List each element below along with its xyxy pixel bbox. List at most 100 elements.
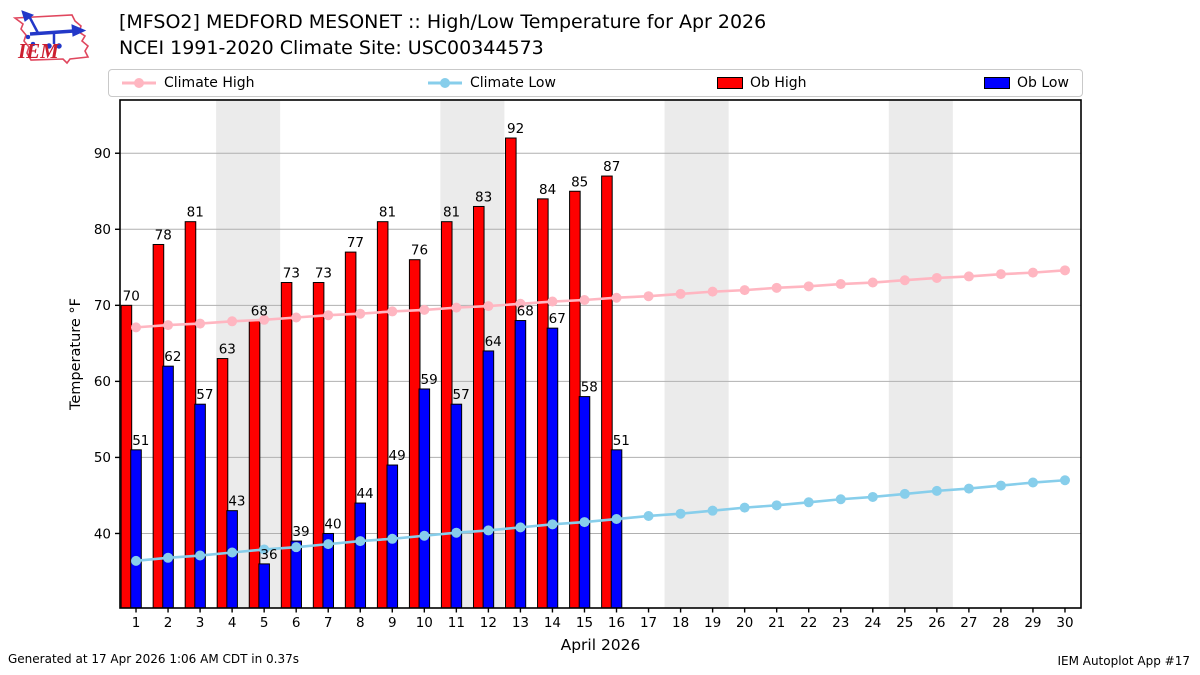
ob-low-bar — [194, 403, 206, 609]
x-tick-label: 12 — [480, 615, 497, 631]
climate-high-marker — [547, 296, 558, 307]
legend-label: Ob Low — [1017, 75, 1069, 91]
y-tick-label: 50 — [94, 450, 111, 466]
ob-high-label: 85 — [571, 174, 588, 190]
ob-low-swatch-icon — [984, 77, 1010, 89]
legend-item-ob-low: Ob Low — [984, 70, 1069, 96]
climate-low-marker — [1027, 477, 1038, 488]
climate-low-marker — [611, 514, 622, 525]
climate-high-marker — [963, 271, 974, 282]
ob-high-label: 77 — [347, 235, 364, 251]
legend-label: Ob High — [750, 75, 807, 91]
climate-low-marker — [131, 555, 142, 566]
climate-low-marker — [931, 485, 942, 496]
climate-low-marker — [1059, 475, 1070, 486]
ob-high-label: 70 — [123, 288, 140, 304]
x-tick-label: 16 — [608, 615, 625, 631]
x-tick-label: 26 — [928, 615, 945, 631]
climate-high-marker — [899, 275, 910, 286]
ob-high-bar — [408, 259, 421, 609]
ob-high-bar — [569, 190, 581, 609]
x-tick-label: 9 — [388, 615, 397, 631]
ob-low-bar — [610, 449, 623, 609]
legend-item-ob-high: Ob High — [717, 70, 807, 96]
climate-low-marker — [195, 550, 206, 561]
ob-high-label: 76 — [411, 243, 428, 259]
ob-low-bar — [546, 327, 559, 609]
climate-low-marker — [803, 497, 814, 508]
climate-low-marker — [387, 533, 398, 544]
ob-high-bar — [312, 282, 325, 609]
climate-high-marker — [611, 292, 622, 303]
ob-low-label: 62 — [164, 349, 181, 365]
climate-high-marker — [739, 285, 750, 296]
y-tick-label: 90 — [94, 146, 111, 162]
climate-high-marker — [579, 295, 590, 306]
x-tick-label: 7 — [324, 615, 333, 631]
x-tick-label: 24 — [864, 615, 881, 631]
ob-low-label: 51 — [132, 433, 149, 449]
x-tick-label: 11 — [448, 615, 465, 631]
header: [MFSO2] MEDFORD MESONET :: High/Low Temp… — [119, 9, 766, 61]
ob-low-bar — [482, 350, 495, 609]
ob-high-label: 81 — [379, 205, 396, 221]
ob-low-bar — [450, 403, 463, 609]
ob-high-label: 83 — [475, 189, 492, 205]
x-axis-title: April 2026 — [561, 636, 641, 654]
y-tick-label: 40 — [94, 526, 111, 542]
ob-high-label: 73 — [315, 266, 332, 282]
ob-low-label: 59 — [421, 372, 438, 388]
weekend-band — [664, 100, 729, 608]
ob-low-label: 40 — [324, 516, 341, 532]
climate-high-marker — [995, 269, 1006, 280]
climate-low-marker — [835, 494, 846, 505]
ob-high-bar — [505, 137, 517, 609]
x-tick-label: 18 — [672, 615, 689, 631]
climate-high-marker — [643, 291, 654, 302]
climate-high-marker — [867, 277, 878, 288]
climate-high-marker — [483, 301, 494, 312]
x-tick-label: 21 — [768, 615, 785, 631]
ob-low-label: 49 — [388, 448, 405, 464]
climate-high-marker — [323, 310, 334, 321]
x-tick-label: 23 — [832, 615, 849, 631]
ob-high-bar — [184, 221, 197, 609]
ob-low-label: 68 — [517, 304, 534, 320]
ob-low-label: 51 — [613, 433, 630, 449]
climate-low-marker — [899, 488, 910, 499]
footer-app-text: IEM Autoplot App #17 — [1057, 654, 1190, 668]
climate-high-marker — [291, 312, 302, 323]
ob-high-bar — [120, 304, 133, 609]
ob-high-label: 84 — [539, 182, 556, 198]
legend-label: Climate High — [164, 75, 255, 91]
ob-low-bar — [514, 320, 527, 609]
climate-low-marker — [291, 542, 302, 553]
iem-logo: IEM — [12, 10, 90, 65]
ob-low-label: 44 — [356, 486, 373, 502]
climate-low-swatch-icon — [428, 78, 462, 88]
legend-label: Climate Low — [470, 75, 556, 91]
climate-high-marker — [931, 272, 942, 283]
x-tick-label: 13 — [512, 615, 529, 631]
climate-low-marker — [515, 522, 526, 533]
footer-generated-text: Generated at 17 Apr 2026 1:06 AM CDT in … — [8, 652, 299, 666]
ob-high-bar — [376, 221, 389, 609]
climate-low-marker — [419, 530, 430, 541]
legend: Climate High Climate Low Ob High Ob Low — [108, 69, 1083, 97]
ob-high-bar — [216, 358, 229, 609]
ob-low-label: 57 — [453, 387, 470, 403]
ob-low-bar — [354, 502, 367, 609]
weekend-band — [888, 100, 953, 608]
climate-low-marker — [451, 527, 462, 538]
ob-high-bar — [440, 221, 453, 609]
x-tick-label: 20 — [736, 615, 753, 631]
climate-low-marker — [643, 510, 654, 521]
x-tick-label: 22 — [800, 615, 817, 631]
ob-low-bar — [226, 510, 238, 609]
ob-high-label: 92 — [507, 121, 524, 137]
x-tick-label: 8 — [356, 615, 365, 631]
ob-low-bar — [258, 563, 270, 609]
ob-high-label: 81 — [187, 205, 204, 221]
climate-low-marker — [483, 525, 494, 536]
